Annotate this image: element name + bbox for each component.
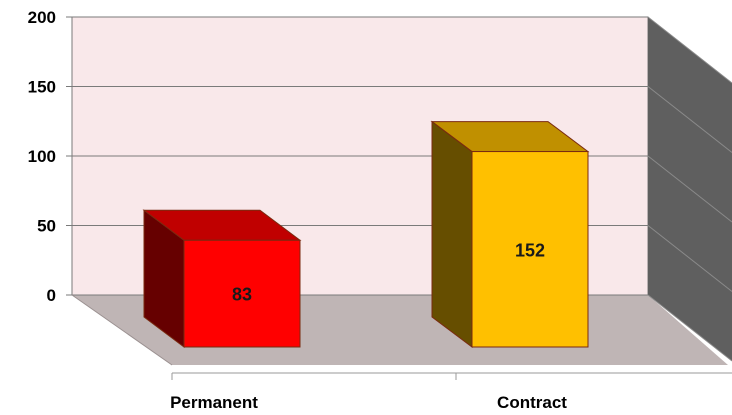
y-tick-label: 50 bbox=[37, 217, 56, 236]
bar-value-label: 83 bbox=[232, 285, 252, 305]
bars: 83 152 bbox=[142, 120, 590, 348]
bar-side-face bbox=[431, 120, 473, 348]
y-tick-label: 150 bbox=[28, 78, 56, 97]
side-gridline bbox=[647, 86, 732, 153]
side-gridline bbox=[647, 294, 732, 362]
y-tick-label: 200 bbox=[28, 8, 56, 27]
bar-contract: 152 bbox=[430, 120, 590, 348]
bar-permanent: 83 bbox=[142, 209, 302, 348]
side-gridline bbox=[647, 16, 732, 84]
y-tick-label: 0 bbox=[47, 286, 56, 305]
x-tick-label: Permanent bbox=[170, 393, 258, 412]
y-axis: 0 50 100 150 200 bbox=[28, 8, 72, 305]
side-gridline bbox=[647, 225, 732, 292]
y-tick-label: 100 bbox=[28, 147, 56, 166]
bar-front-face bbox=[471, 151, 589, 348]
floor-edge bbox=[71, 294, 173, 366]
bar-value-label: 152 bbox=[515, 240, 545, 260]
side-gridline bbox=[647, 155, 732, 223]
bar-front-face bbox=[183, 239, 301, 348]
x-axis: Permanent Contract bbox=[170, 372, 732, 412]
x-tick-label: Contract bbox=[497, 393, 567, 412]
